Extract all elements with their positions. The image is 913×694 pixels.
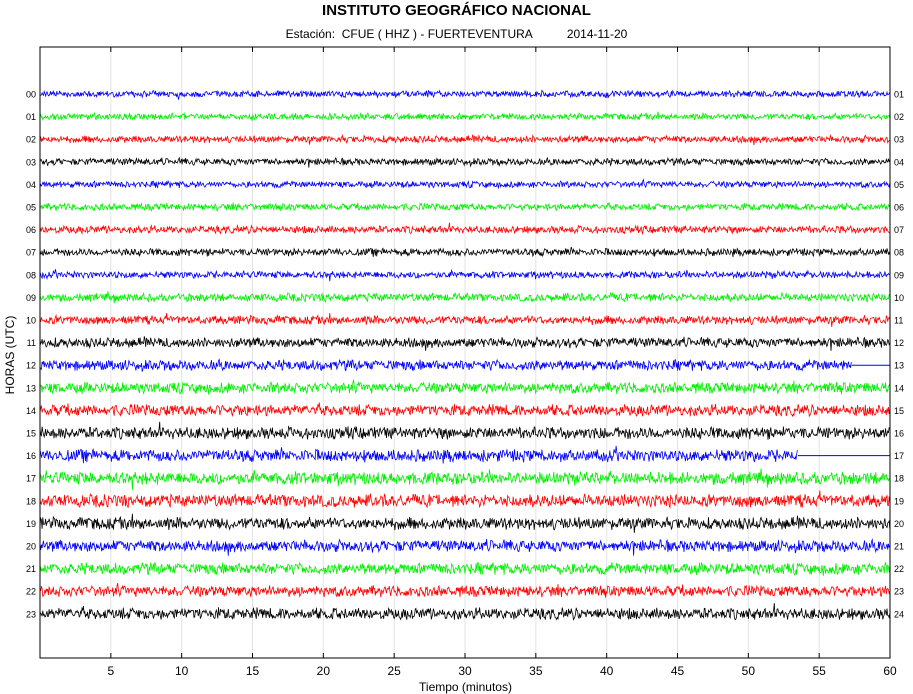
trace-hour-07 (39, 246, 891, 258)
trace-hour-16 (39, 445, 798, 464)
trace-hour-13 (39, 379, 891, 395)
station-name: CFUE ( HHZ ) - FUERTEVENTURA (341, 27, 533, 41)
right-hour-label-14: 14 (894, 383, 904, 393)
trace-hour-06 (39, 222, 890, 236)
left-hour-labels: 00 01 02 03 04 05 06 07 08 09 10 11 12 13 14 15 16 17 18 19… (26, 90, 36, 620)
left-hour-label-13: 13 (26, 383, 36, 393)
left-hour-label-02: 02 (26, 135, 36, 145)
left-hour-label-06: 06 (26, 225, 36, 235)
x-tick-label-50: 50 (742, 664, 756, 678)
right-hour-label-07: 07 (894, 225, 904, 235)
right-hour-label-15: 15 (894, 406, 904, 416)
left-hour-label-15: 15 (26, 429, 36, 439)
record-date: 2014-11-20 (566, 27, 628, 41)
right-hour-labels: 01 02 03 04 05 06 07 08 09 10 11 12 13 14 15 16 17 18 19 20… (894, 90, 904, 620)
left-hour-label-09: 09 (26, 293, 36, 303)
left-hour-label-05: 05 (26, 203, 36, 213)
grid-lines (110, 47, 820, 658)
x-tick-label-30: 30 (458, 664, 472, 678)
right-hour-label-09: 09 (894, 270, 904, 280)
right-hour-label-19: 19 (894, 496, 904, 506)
right-hour-label-24: 24 (894, 609, 904, 619)
x-tick-label-20: 20 (317, 664, 331, 678)
left-hour-label-21: 21 (26, 564, 36, 574)
right-hour-label-12: 12 (894, 338, 904, 348)
x-tick-label-55: 55 (812, 664, 826, 678)
right-hour-label-18: 18 (894, 474, 904, 484)
right-hour-label-23: 23 (894, 587, 904, 597)
left-hour-label-01: 01 (26, 112, 36, 122)
seismic-traces (39, 89, 891, 621)
x-tick-label-15: 15 (246, 664, 260, 678)
right-hour-label-20: 20 (894, 519, 904, 529)
chart-subtitle: Estación: CFUE ( HHZ ) - FUERTEVENTURA 20… (0, 27, 913, 41)
right-hour-label-08: 08 (894, 248, 904, 258)
trace-hour-19 (39, 513, 891, 533)
x-tick-label-10: 10 (175, 664, 189, 678)
x-tick-label-25: 25 (387, 664, 401, 678)
trace-hour-01 (39, 111, 891, 122)
left-hour-label-04: 04 (26, 180, 36, 190)
x-axis-ticks: 5 10 15 20 25 30 35 40 45 50 55 60 (107, 47, 897, 678)
right-hour-label-02: 02 (894, 112, 904, 122)
trace-hour-18 (39, 490, 891, 509)
trace-hour-21 (39, 561, 891, 577)
left-hour-label-03: 03 (26, 157, 36, 167)
left-hour-label-18: 18 (26, 496, 36, 506)
left-hour-label-00: 00 (26, 90, 36, 100)
right-hour-label-16: 16 (894, 429, 904, 439)
right-hour-label-06: 06 (894, 203, 904, 213)
x-tick-label-60: 60 (883, 664, 897, 678)
right-hour-label-13: 13 (894, 361, 904, 371)
trace-hour-11 (39, 336, 891, 351)
trace-hour-22 (39, 583, 891, 598)
x-tick-label-35: 35 (529, 664, 543, 678)
left-hour-label-20: 20 (26, 542, 36, 552)
left-hour-label-23: 23 (26, 609, 36, 619)
left-hour-label-07: 07 (26, 248, 36, 258)
left-hour-label-11: 11 (27, 338, 36, 348)
right-hour-label-03: 03 (894, 135, 904, 145)
left-hour-label-22: 22 (26, 587, 36, 597)
station-label: Estación: (285, 27, 336, 41)
trace-hour-17 (39, 468, 891, 490)
x-tick-label-5: 5 (107, 664, 114, 678)
trace-hour-05 (39, 201, 891, 213)
right-hour-label-11: 11 (894, 316, 903, 326)
left-hour-label-16: 16 (26, 451, 36, 461)
right-hour-label-01: 01 (894, 90, 904, 100)
x-tick-label-40: 40 (600, 664, 614, 678)
trace-hour-12 (39, 358, 852, 372)
left-hour-label-08: 08 (26, 270, 36, 280)
chart-title: INSTITUTO GEOGRÁFICO NACIONAL (322, 2, 591, 19)
right-hour-label-10: 10 (894, 293, 904, 303)
x-axis-label: Tiempo (minutos) (419, 680, 512, 694)
left-hour-label-10: 10 (26, 316, 36, 326)
right-hour-label-04: 04 (894, 157, 904, 167)
trace-hour-08 (39, 268, 890, 282)
trace-hour-14 (39, 402, 891, 418)
right-hour-label-21: 21 (894, 542, 904, 552)
right-hour-label-05: 05 (894, 180, 904, 190)
trace-hour-10 (39, 312, 891, 327)
trace-hour-00 (39, 89, 891, 100)
right-hour-label-22: 22 (894, 564, 904, 574)
left-hour-label-12: 12 (26, 361, 36, 371)
left-hour-label-17: 17 (26, 474, 36, 484)
left-hour-label-14: 14 (26, 406, 36, 416)
trace-hour-02 (39, 133, 890, 146)
trace-hour-09 (39, 291, 891, 304)
x-tick-label-45: 45 (671, 664, 685, 678)
trace-hour-23 (39, 603, 891, 621)
trace-hour-20 (39, 538, 891, 556)
right-hour-label-17: 17 (894, 451, 904, 461)
trace-hour-04 (39, 178, 891, 190)
trace-hour-15 (39, 421, 891, 441)
left-hour-label-19: 19 (26, 519, 36, 529)
trace-hour-03 (39, 156, 891, 168)
